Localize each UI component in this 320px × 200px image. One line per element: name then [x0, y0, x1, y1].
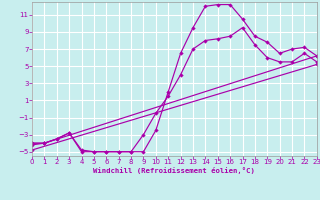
X-axis label: Windchill (Refroidissement éolien,°C): Windchill (Refroidissement éolien,°C) [93, 167, 255, 174]
